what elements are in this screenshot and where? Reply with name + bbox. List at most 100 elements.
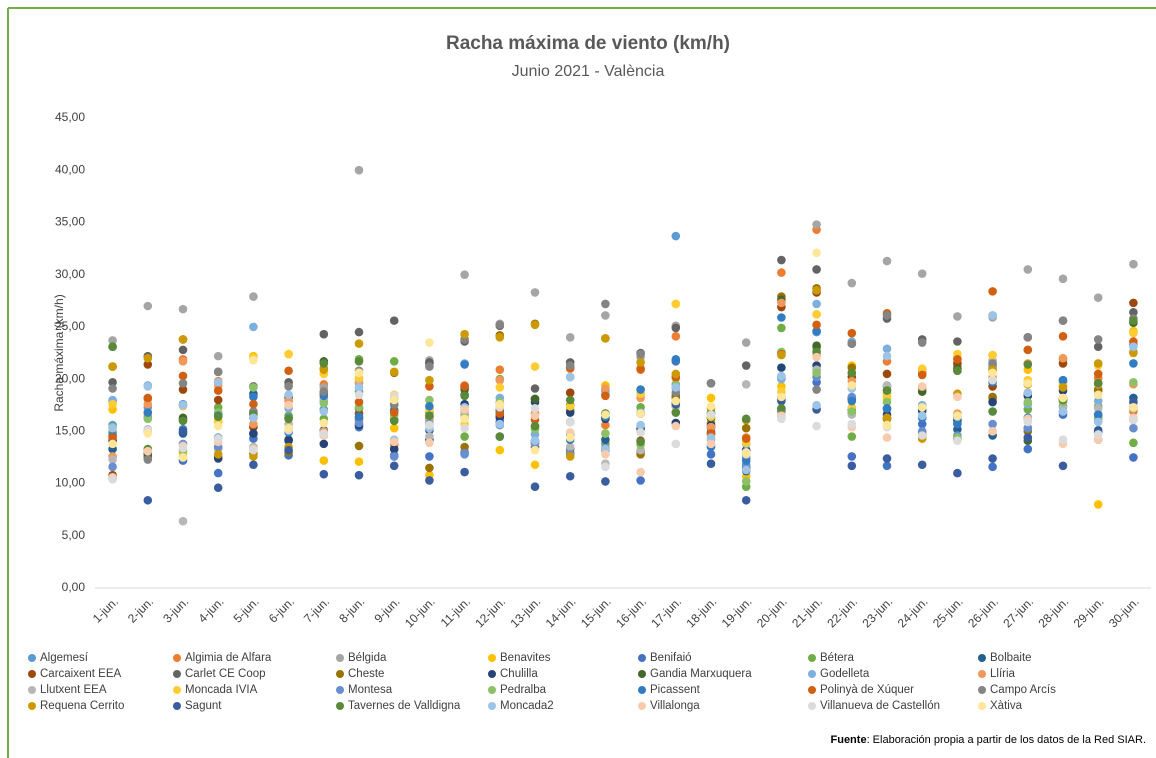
data-point xyxy=(460,270,469,279)
data-point xyxy=(178,335,188,344)
data-point xyxy=(636,349,645,359)
data-point xyxy=(1129,423,1138,433)
y-tick-label: 15,00 xyxy=(55,424,85,438)
data-point xyxy=(495,445,505,455)
data-point xyxy=(1129,403,1138,412)
data-point xyxy=(601,462,610,472)
legend-label: Chulilla xyxy=(500,668,538,680)
data-point xyxy=(425,420,434,430)
legend-label: Algimia de Alfara xyxy=(185,652,272,664)
data-point xyxy=(425,401,434,411)
data-point xyxy=(284,366,293,376)
data-point xyxy=(601,311,610,320)
data-point xyxy=(425,375,434,385)
data-point xyxy=(1023,433,1033,442)
legend-marker xyxy=(808,670,816,678)
data-point xyxy=(565,417,575,427)
data-point xyxy=(636,428,645,437)
y-tick-label: 5,00 xyxy=(62,528,86,542)
legend-label: Carcaixent EEA xyxy=(40,668,122,680)
data-point xyxy=(354,339,364,348)
data-point xyxy=(1129,415,1138,425)
chart-subtitle: Junio 2021 - València xyxy=(512,63,665,80)
legend-label: Benavites xyxy=(500,652,551,664)
data-point xyxy=(812,368,821,378)
data-point xyxy=(1023,417,1033,427)
data-point xyxy=(741,434,751,443)
chart-title: Racha máxima de viento (km/h) xyxy=(446,33,730,54)
data-point xyxy=(847,419,857,429)
legend-label: Picassent xyxy=(650,684,701,696)
data-point xyxy=(812,326,821,336)
data-point xyxy=(178,416,188,426)
data-point xyxy=(917,419,927,429)
data-point xyxy=(565,361,575,370)
data-point xyxy=(495,409,505,418)
data-point xyxy=(1129,342,1138,352)
legend-marker xyxy=(488,702,496,710)
data-point xyxy=(812,265,821,274)
data-point xyxy=(988,407,997,416)
legend-label: Cheste xyxy=(348,668,384,680)
source-label: Fuente xyxy=(831,734,867,746)
data-point xyxy=(777,371,786,381)
data-point xyxy=(249,460,258,470)
data-point xyxy=(988,397,997,407)
data-point xyxy=(178,371,188,381)
data-point xyxy=(143,360,153,369)
data-point xyxy=(249,419,258,429)
data-point xyxy=(530,288,540,297)
legend-marker xyxy=(488,686,496,694)
data-point xyxy=(777,313,786,322)
data-point xyxy=(143,301,153,311)
data-point xyxy=(178,427,188,436)
data-point xyxy=(354,418,364,428)
legend-marker xyxy=(978,670,986,678)
legend-marker xyxy=(638,654,646,662)
data-point xyxy=(988,454,997,463)
data-point xyxy=(143,495,153,505)
data-point xyxy=(847,407,857,416)
data-point xyxy=(1093,396,1103,406)
data-point xyxy=(601,429,610,438)
data-point xyxy=(389,452,399,461)
legend-label: Tavernes de Valldigna xyxy=(348,700,461,712)
data-point xyxy=(108,439,117,449)
data-point xyxy=(988,419,997,429)
data-point xyxy=(530,482,540,491)
data-point xyxy=(601,299,610,309)
data-point xyxy=(460,382,469,391)
data-point xyxy=(178,345,188,355)
data-point xyxy=(741,448,751,458)
data-point xyxy=(389,316,399,325)
data-point xyxy=(988,368,997,378)
legend-label: Moncada IVIA xyxy=(185,684,258,696)
data-point xyxy=(988,359,997,368)
data-point xyxy=(1129,259,1138,269)
data-point xyxy=(1129,298,1138,308)
data-point xyxy=(425,362,434,371)
legend-marker xyxy=(978,702,986,710)
legend-marker xyxy=(336,670,344,678)
data-point xyxy=(636,476,645,485)
data-point xyxy=(284,390,293,400)
data-point xyxy=(425,476,434,485)
data-point xyxy=(917,382,927,391)
data-point xyxy=(847,452,857,461)
data-point xyxy=(354,368,364,378)
data-point xyxy=(425,452,434,461)
data-point xyxy=(671,299,681,309)
data-point xyxy=(319,365,329,375)
data-point xyxy=(1093,417,1103,427)
data-point xyxy=(389,461,399,471)
data-point xyxy=(812,310,821,319)
data-point xyxy=(1093,430,1103,439)
data-point xyxy=(847,396,857,406)
data-point xyxy=(354,327,364,337)
data-point xyxy=(917,269,927,278)
legend-marker xyxy=(173,686,181,694)
data-point xyxy=(706,450,716,459)
data-point xyxy=(108,433,117,442)
legend-label: Llutxent EEA xyxy=(40,684,107,696)
